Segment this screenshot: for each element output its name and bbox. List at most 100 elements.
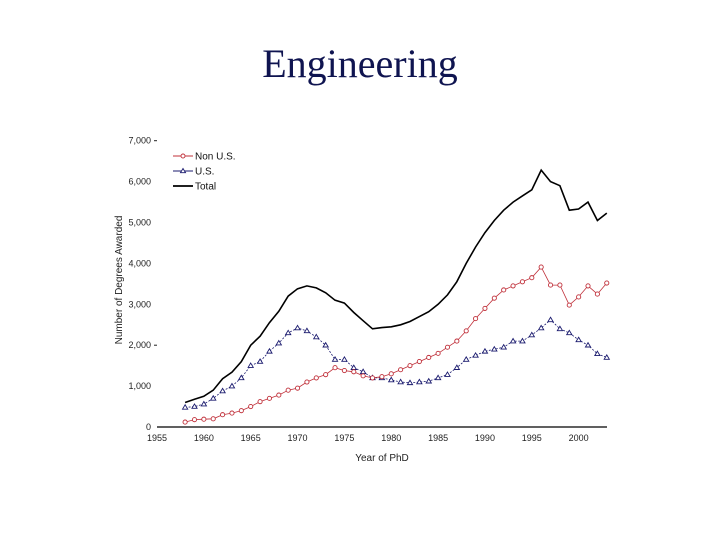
data-point — [294, 324, 301, 331]
data-point — [191, 403, 198, 409]
data-point — [462, 356, 470, 362]
data-point — [248, 403, 254, 410]
series-total — [184, 168, 608, 404]
data-point — [369, 375, 376, 381]
series-u-s — [181, 316, 611, 410]
data-point — [538, 264, 544, 270]
data-point — [359, 368, 367, 375]
data-point — [182, 419, 188, 425]
data-point — [416, 359, 422, 365]
data-point — [388, 371, 394, 377]
x-tick-label: 1975 — [334, 433, 354, 443]
data-point — [557, 282, 563, 288]
data-point — [407, 363, 413, 369]
data-point — [444, 344, 451, 350]
data-point — [519, 337, 526, 344]
data-point — [266, 347, 273, 354]
data-point — [565, 329, 573, 336]
y-tick-label: 2,000 — [128, 340, 151, 350]
data-point — [425, 377, 433, 384]
x-tick-label: 2000 — [569, 433, 589, 443]
data-point — [332, 365, 338, 371]
legend-label: Non U.S. — [195, 152, 236, 163]
data-point — [434, 374, 442, 381]
data-point — [266, 395, 272, 401]
data-point — [313, 375, 319, 381]
data-point — [237, 374, 245, 381]
data-point — [509, 337, 517, 344]
data-point — [351, 369, 357, 375]
data-point — [398, 367, 404, 373]
data-point — [247, 362, 255, 368]
data-point — [304, 379, 310, 385]
legend-marker — [180, 153, 186, 159]
data-point — [275, 339, 283, 346]
y-tick-label: 6,000 — [128, 177, 151, 187]
data-point — [303, 327, 311, 334]
data-point — [584, 341, 592, 348]
series-non-u-s — [182, 264, 610, 425]
data-point — [472, 351, 479, 358]
data-point — [219, 387, 226, 394]
data-point — [491, 295, 497, 301]
x-tick-label: 1960 — [194, 433, 214, 443]
data-point — [181, 403, 189, 410]
data-point — [500, 343, 508, 350]
data-point — [603, 353, 611, 360]
x-tick-label: 1990 — [475, 433, 495, 443]
axes: 0 1,000 2,000 3,000 4,000 5,000 6,000 7,000 1955… — [114, 136, 607, 464]
data-point — [201, 416, 207, 422]
data-point — [556, 325, 564, 332]
series-group — [181, 168, 611, 425]
legend: Non U.S. U.S. Total — [173, 152, 236, 193]
x-tick-label: 1995 — [522, 433, 542, 443]
data-point — [284, 329, 292, 336]
y-tick-label: 0 — [146, 422, 151, 432]
y-axis-title: Number of Degrees Awarded — [114, 216, 125, 345]
data-point — [200, 400, 208, 407]
y-tick-label: 4,000 — [128, 258, 151, 268]
data-point — [220, 412, 226, 418]
legend-label: Total — [195, 182, 216, 193]
data-point — [341, 368, 347, 374]
x-tick-label: 1955 — [147, 433, 167, 443]
data-point — [312, 333, 320, 340]
data-point — [575, 336, 583, 343]
data-point — [387, 376, 395, 383]
data-point — [209, 394, 217, 401]
data-point — [519, 279, 525, 285]
data-point — [228, 382, 236, 389]
data-point — [463, 328, 469, 334]
data-point — [576, 294, 582, 300]
data-point — [528, 331, 536, 338]
y-tick-label: 1,000 — [128, 381, 151, 391]
data-point — [406, 379, 414, 386]
y-tick-label: 5,000 — [128, 218, 151, 228]
data-point — [397, 378, 405, 385]
x-tick-label: 1985 — [428, 433, 448, 443]
y-tick-label: 7,000 — [128, 136, 151, 146]
series-line — [184, 266, 608, 423]
data-point — [379, 374, 385, 380]
data-point — [323, 372, 329, 378]
data-point — [481, 347, 489, 354]
data-point — [210, 416, 216, 422]
data-point — [454, 338, 460, 344]
data-point — [490, 345, 498, 352]
x-tick-label: 1980 — [381, 433, 401, 443]
data-point — [322, 341, 330, 348]
data-point — [415, 378, 423, 385]
data-point — [547, 316, 554, 323]
x-tick-label: 1965 — [241, 433, 261, 443]
data-point — [331, 356, 339, 362]
legend-marker — [179, 167, 187, 174]
data-point — [276, 392, 282, 398]
data-point — [294, 385, 301, 391]
data-point — [537, 324, 545, 331]
data-point — [482, 305, 488, 311]
data-point — [256, 358, 264, 364]
data-point — [594, 291, 600, 297]
data-point — [444, 371, 451, 377]
y-tick-label: 3,000 — [128, 299, 151, 309]
